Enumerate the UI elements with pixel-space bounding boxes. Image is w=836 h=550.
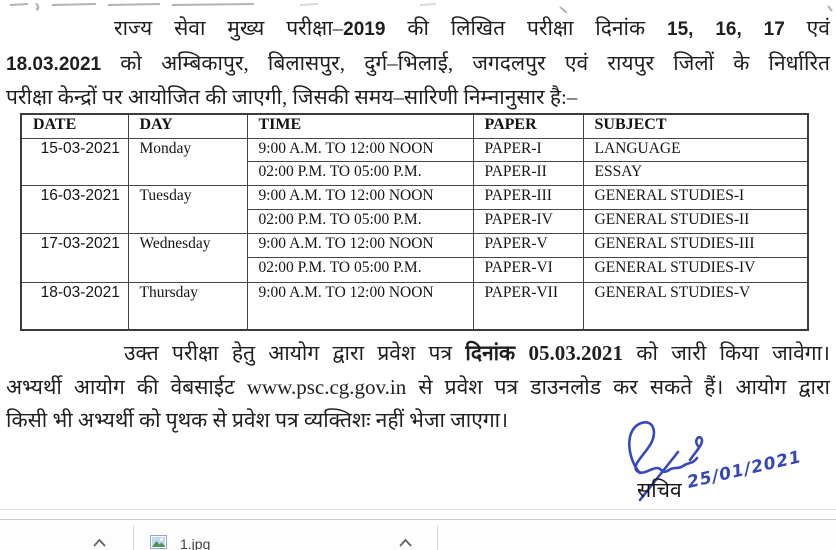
cell-day: Tuesday xyxy=(127,185,248,234)
cell-time: 02:00 P.M. TO 05:00 P.M. xyxy=(246,209,474,234)
exam-schedule-table: DATE DAY TIME PAPER SUBJECT 15-03-2021 M… xyxy=(20,113,809,331)
cell-time: 9:00 A.M. TO 12:00 NOON xyxy=(246,185,474,210)
header-paper: PAPER xyxy=(472,113,584,139)
header-date: DATE xyxy=(20,113,129,139)
admit-card-date: दिनांक 05.03.2021 xyxy=(465,341,624,365)
cell-date: 17-03-2021 xyxy=(20,233,129,283)
intro-paragraph: राज्य सेवा मुख्य परीक्षा–2019 की लिखित प… xyxy=(6,12,830,115)
admit-card-paragraph: उक्त परीक्षा हेतु आयोग द्वारा प्रवेश पत्… xyxy=(6,337,830,438)
cell-date: 16-03-2021 xyxy=(20,185,129,234)
signatory-title: सचिव xyxy=(637,478,682,502)
admit-line-2: अभ्यर्थी आयोग की वेबसाईट www.psc.cg.gov.… xyxy=(6,374,830,399)
table-row: 17-03-2021 Wednesday 9:00 A.M. TO 12:00 … xyxy=(20,233,809,283)
cell-day: Thursday xyxy=(127,282,248,330)
intro-line-3: परीक्षा केन्द्रों पर आयोजित की जाएगी, जि… xyxy=(6,85,578,109)
header-day: DAY xyxy=(127,113,248,139)
table-row: 15-03-2021 Monday 9:00 A.M. TO 12:00 NOO… xyxy=(20,138,809,186)
admit-line-3: किसी भी अभ्यर्थी को पृथक से प्रवेश पत्र … xyxy=(6,408,509,432)
download-bar-divider xyxy=(133,525,134,550)
exam-last-date: 18.03.2021 xyxy=(6,53,102,75)
intro-line-1: राज्य सेवा मुख्य परीक्षा–2019 की लिखित प… xyxy=(114,16,830,40)
cell-time: 02:00 P.M. TO 05:00 P.M. xyxy=(246,161,474,186)
download-bar-divider xyxy=(437,525,438,550)
download-item[interactable]: 1.jpg xyxy=(150,535,210,550)
table-row: 18-03-2021 Thursday 9:00 A.M. TO 12:00 N… xyxy=(20,282,809,330)
cell-time: 9:00 A.M. TO 12:00 NOON xyxy=(246,282,474,330)
clipped-scan-fragments xyxy=(0,0,836,14)
cell-subject: GENERAL STUDIES-III xyxy=(582,233,809,258)
cell-time: 9:00 A.M. TO 12:00 NOON xyxy=(246,233,474,258)
header-time: TIME xyxy=(246,113,474,139)
cell-subject: GENERAL STUDIES-IV xyxy=(582,257,809,283)
website-url: www.psc.cg.gov.in xyxy=(246,374,407,399)
table-row: 02:00 P.M. TO 05:00 P.M. PAPER-II ESSAY xyxy=(21,161,809,186)
cell-paper: PAPER-VII xyxy=(472,282,584,330)
cell-time: 02:00 P.M. TO 05:00 P.M. xyxy=(246,257,474,283)
admit-line-1: उक्त परीक्षा हेतु आयोग द्वारा प्रवेश पत्… xyxy=(124,341,830,365)
header-subject: SUBJECT xyxy=(582,113,809,139)
table-row: 02:00 P.M. TO 05:00 P.M. PAPER-VI GENERA… xyxy=(21,257,809,283)
cell-subject: GENERAL STUDIES-II xyxy=(582,209,809,234)
chevron-up-icon[interactable] xyxy=(398,538,413,548)
chevron-up-icon[interactable] xyxy=(92,538,107,548)
intro-line-2: 18.03.2021 को अम्बिकापुर, बिलासपुर, दुर्… xyxy=(6,50,830,75)
cell-day: Wednesday xyxy=(127,233,248,283)
table-row: 16-03-2021 Tuesday 9:00 A.M. TO 12:00 NO… xyxy=(20,185,809,234)
cell-subject: LANGUAGE xyxy=(582,138,809,162)
cell-paper: PAPER-I xyxy=(472,138,584,162)
exam-year: 2019 xyxy=(343,19,386,40)
cell-paper: PAPER-III xyxy=(472,185,584,210)
cell-subject: ESSAY xyxy=(582,161,809,186)
table-header-row: DATE DAY TIME PAPER SUBJECT xyxy=(20,113,809,139)
download-bar: 1.jpg xyxy=(0,519,836,550)
cell-subject: GENERAL STUDIES-I xyxy=(582,185,809,210)
handwritten-signature xyxy=(628,421,704,502)
download-file-name: 1.jpg xyxy=(180,536,211,550)
cell-paper: PAPER-VI xyxy=(472,257,584,283)
cell-paper: PAPER-V xyxy=(472,233,584,258)
cell-date: 15-03-2021 xyxy=(20,138,129,186)
cell-date: 18-03-2021 xyxy=(20,282,129,330)
cell-paper: PAPER-II xyxy=(472,161,584,186)
document-bottom-edge xyxy=(0,509,836,510)
cell-paper: PAPER-IV xyxy=(472,209,584,234)
exam-dates: 15, 16, 17 xyxy=(667,19,785,40)
cell-subject: GENERAL STUDIES-V xyxy=(582,282,809,330)
table-row: 02:00 P.M. TO 05:00 P.M. PAPER-IV GENERA… xyxy=(21,209,809,234)
cell-day: Monday xyxy=(127,138,248,186)
signature-block: 25/01/2021 सचिव xyxy=(600,418,820,510)
cell-time: 9:00 A.M. TO 12:00 NOON xyxy=(246,138,474,162)
image-file-icon xyxy=(150,535,167,549)
